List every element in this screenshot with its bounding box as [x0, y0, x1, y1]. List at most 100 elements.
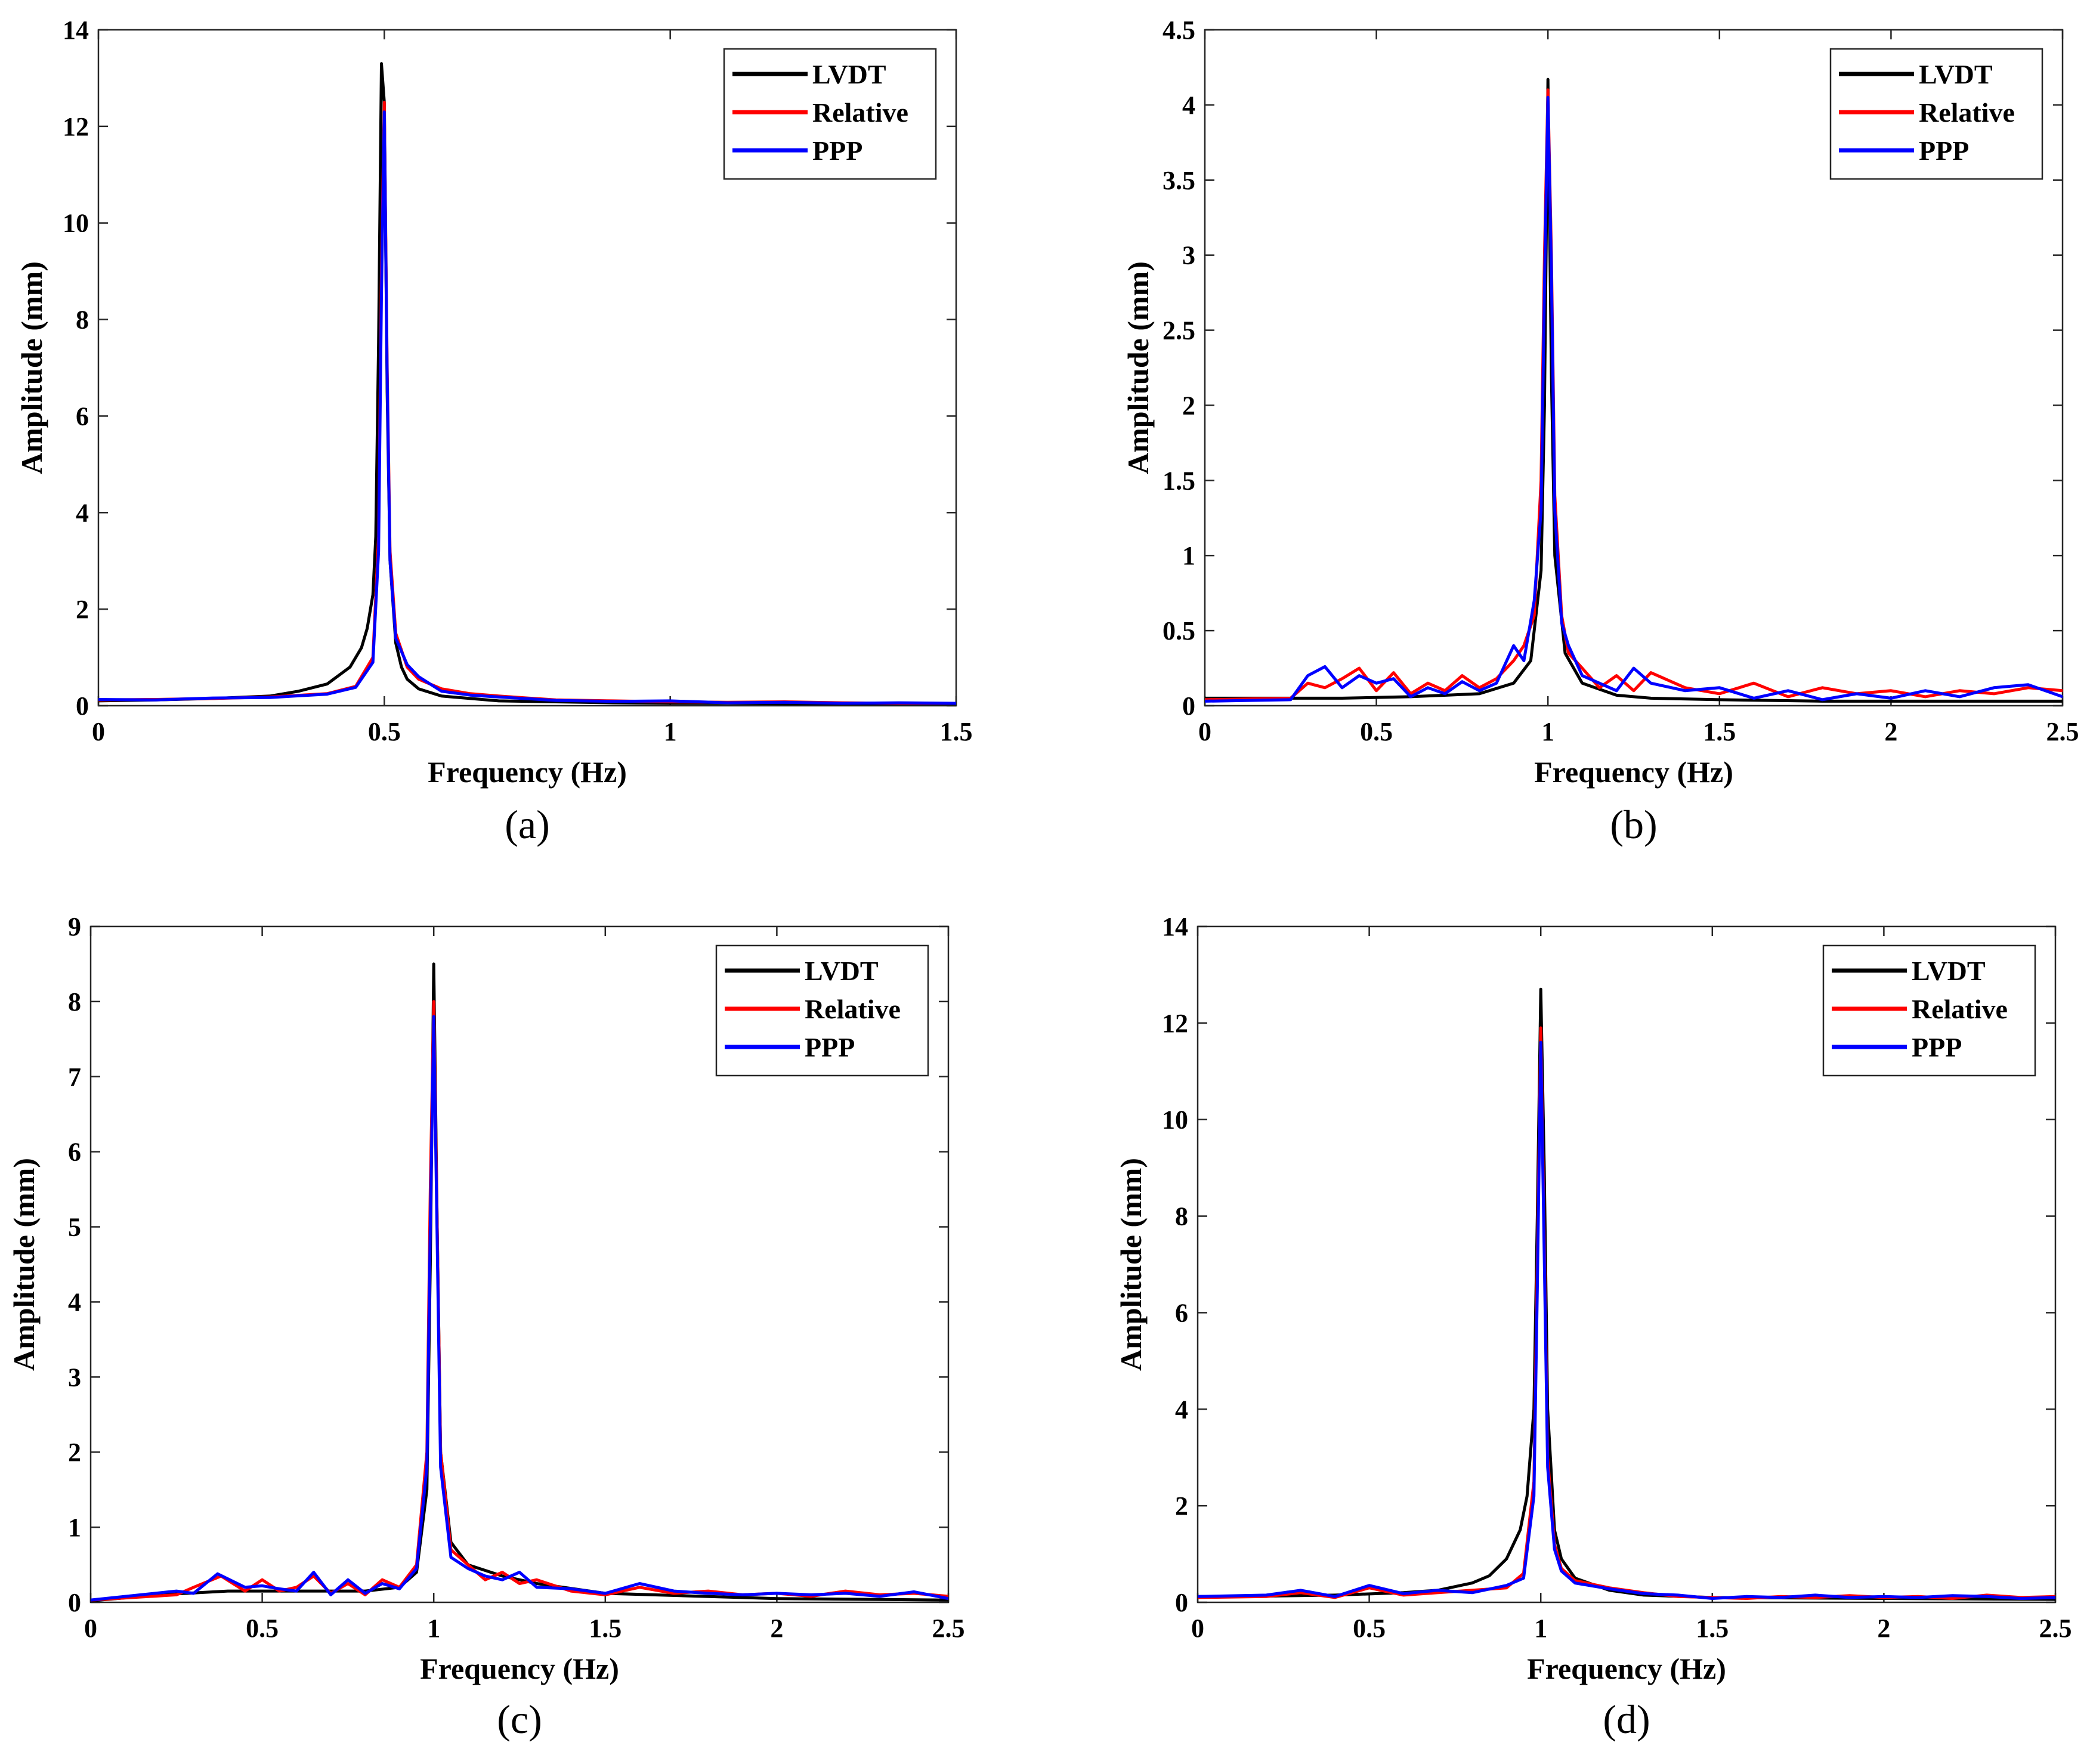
series-line-relative [91, 1000, 948, 1602]
x-tick-label: 1 [1541, 717, 1554, 746]
y-tick-label: 0.5 [1163, 616, 1195, 645]
x-tick-label: 2 [1877, 1614, 1890, 1643]
series-line-ppp [1205, 95, 2063, 703]
y-tick-label: 3 [1182, 241, 1195, 270]
chart-panel-c: 0 0.5 1 1.5 2 2.5 0 1 2 3 4 5 6 7 8 9 Frequency (Hz) Ampl… [7, 912, 965, 1742]
legend-label-ppp: PPP [812, 135, 862, 166]
y-tick-label: 6 [68, 1138, 81, 1167]
legend-label-relative: Relative [1912, 994, 2008, 1024]
y-tick-label: 14 [63, 16, 89, 45]
x-tick-label: 1.5 [1703, 717, 1736, 746]
legend: LVDT Relative PPP [715, 944, 929, 1077]
x-tick-label: 1.5 [940, 717, 973, 746]
chart-panel-d: 0 0.5 1 1.5 2 2.5 0 2 4 6 8 10 12 14 Frequency (Hz) Amp… [1114, 912, 2072, 1742]
y-tick-label: 4 [68, 1287, 81, 1317]
legend-label-relative: Relative [805, 994, 901, 1024]
y-tick-label: 14 [1162, 912, 1188, 941]
y-tick-label: 2 [76, 595, 89, 624]
y-tick-label: 3 [68, 1363, 81, 1392]
y-tick-label: 4 [1182, 91, 1195, 120]
x-tick-label: 2 [770, 1614, 783, 1643]
x-tick-label: 0 [1191, 1614, 1204, 1643]
legend-label-lvdt: LVDT [812, 59, 886, 89]
legend-label-ppp: PPP [1912, 1032, 1962, 1062]
x-tick-label: 2.5 [2046, 717, 2079, 746]
x-axis-title: Frequency (Hz) [420, 1652, 619, 1685]
series-line-ppp [1198, 1040, 2055, 1600]
legend-label-lvdt: LVDT [1912, 956, 1986, 986]
plot-frame [1204, 29, 2064, 707]
y-tick-label: 6 [76, 401, 89, 431]
panel-label: (b) [1610, 802, 1657, 847]
y-tick-label: 5 [68, 1213, 81, 1242]
y-tick-label: 7 [68, 1062, 81, 1092]
y-axis-title: Amplitude (mm) [15, 261, 48, 474]
y-axis-title: Amplitude (mm) [7, 1158, 41, 1371]
series-line-ppp [98, 110, 956, 705]
y-tick-label: 1 [68, 1513, 81, 1542]
plot-frame [1197, 925, 2057, 1604]
x-axis-title: Frequency (Hz) [1527, 1652, 1726, 1685]
legend-label-relative: Relative [812, 97, 908, 128]
chart-panel-b: 0 0.5 1 1.5 2 2.5 0 0.5 1 1.5 2 2.5 3 3.5 4 4.5 Frequenc… [1121, 16, 2079, 847]
x-tick-label: 1.5 [1696, 1614, 1729, 1643]
y-axis-title: Amplitude (mm) [1114, 1158, 1148, 1371]
y-tick-label: 9 [68, 912, 81, 941]
legend: LVDT Relative PPP [1822, 944, 2036, 1077]
x-tick-label: 0 [92, 717, 105, 746]
legend-label-ppp: PPP [1919, 135, 1969, 166]
x-tick-label: 2 [1884, 717, 1897, 746]
x-tick-label: 2.5 [2039, 1614, 2072, 1643]
legend-label-lvdt: LVDT [1919, 59, 1993, 89]
y-tick-label: 10 [63, 209, 89, 238]
y-tick-label: 0 [68, 1588, 81, 1617]
panel-label: (c) [497, 1697, 542, 1742]
series-line-relative [98, 100, 956, 705]
panel-label: (a) [505, 802, 549, 847]
y-tick-label: 0 [1182, 691, 1195, 721]
x-tick-label: 0.5 [368, 717, 401, 746]
y-tick-label: 2 [1182, 391, 1195, 420]
legend-label-lvdt: LVDT [805, 956, 879, 986]
y-tick-label: 4 [1175, 1395, 1188, 1424]
y-tick-label: 2 [68, 1438, 81, 1467]
x-tick-label: 1.5 [589, 1614, 622, 1643]
x-tick-label: 0 [1198, 717, 1211, 746]
series-line-relative [1198, 1026, 2055, 1600]
y-tick-label: 8 [68, 987, 81, 1017]
x-tick-label: 0.5 [1353, 1614, 1386, 1643]
x-tick-label: 0.5 [1360, 717, 1393, 746]
chart-panel-a: 0 0.5 1 1.5 0 2 4 6 8 10 12 14 Frequency (Hz) Amplitu… [15, 16, 973, 847]
y-tick-label: 3.5 [1163, 166, 1195, 195]
y-tick-label: 4 [76, 498, 89, 527]
y-tick-label: 12 [63, 112, 89, 141]
y-tick-label: 2 [1175, 1491, 1188, 1521]
x-axis-title: Frequency (Hz) [1534, 755, 1733, 789]
series-line-ppp [91, 1015, 948, 1602]
y-tick-label: 1 [1182, 541, 1195, 570]
x-tick-label: 0 [84, 1614, 97, 1643]
x-tick-label: 1 [1534, 1614, 1547, 1643]
y-tick-label: 8 [76, 305, 89, 335]
series-line-relative [1205, 88, 2063, 702]
plot-frame [89, 925, 950, 1604]
legend: LVDT Relative PPP [723, 48, 937, 180]
y-tick-label: 1.5 [1163, 466, 1195, 495]
y-axis-title: Amplitude (mm) [1121, 261, 1155, 474]
y-tick-label: 0 [76, 691, 89, 721]
y-tick-label: 10 [1162, 1105, 1188, 1135]
y-tick-label: 0 [1175, 1588, 1188, 1617]
x-tick-label: 1 [664, 717, 677, 746]
x-axis-title: Frequency (Hz) [428, 755, 627, 789]
y-tick-label: 6 [1175, 1298, 1188, 1327]
legend-label-relative: Relative [1919, 97, 2015, 128]
x-tick-label: 2.5 [932, 1614, 965, 1643]
y-tick-label: 2.5 [1163, 316, 1195, 345]
legend: LVDT Relative PPP [1829, 48, 2043, 180]
y-tick-label: 12 [1162, 1009, 1188, 1038]
x-tick-label: 1 [427, 1614, 440, 1643]
legend-label-ppp: PPP [805, 1032, 855, 1062]
panel-label: (d) [1603, 1697, 1650, 1742]
plot-frame [97, 29, 957, 707]
